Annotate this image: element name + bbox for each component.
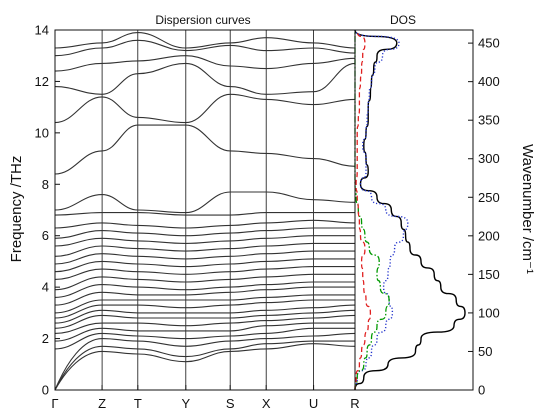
wavenumber-tick-label: 200 xyxy=(478,228,500,243)
frequency-tick-label: 14 xyxy=(35,23,49,38)
frequency-tick-label: 12 xyxy=(35,74,49,89)
k-point-label: Z xyxy=(98,396,106,411)
dispersion-branch xyxy=(54,286,355,306)
k-point-label: Y xyxy=(181,396,190,411)
frequency-tick-label: 4 xyxy=(42,280,49,295)
dispersion-branch xyxy=(54,62,356,95)
wavenumber-tick-label: 450 xyxy=(478,36,500,51)
dispersion-branch xyxy=(54,242,355,257)
dispersion-branch xyxy=(54,191,356,214)
wavenumber-tick-label: 50 xyxy=(478,344,492,359)
dispersion-branch xyxy=(54,340,355,391)
dispersion-branch xyxy=(54,212,355,216)
wavenumber-tick-label: 150 xyxy=(478,267,500,282)
frequency-tick-label: 0 xyxy=(42,383,49,398)
frequency-tick-label: 2 xyxy=(42,331,49,346)
wavenumber-tick-label: 300 xyxy=(478,151,500,166)
k-point-label: U xyxy=(309,396,318,411)
wavenumber-tick-label: 100 xyxy=(478,305,500,320)
wavenumber-axis-label: Wavenumber /cm⁻¹ xyxy=(519,144,536,274)
wavenumber-ticks: 0 50 100 150 200 250 300 350 400 450 xyxy=(468,36,500,398)
dispersion-branch xyxy=(54,332,356,391)
dispersion-branch xyxy=(54,266,355,280)
dispersion-branch xyxy=(54,250,355,265)
wavenumber-tick-label: 400 xyxy=(478,74,500,89)
dispersion-branch xyxy=(54,55,356,72)
dispersion-branch xyxy=(54,273,355,291)
frequency-tick-label: 8 xyxy=(42,177,49,192)
k-point-label: X xyxy=(262,396,271,411)
frequency-axis-label: Frequency /THz xyxy=(8,156,25,263)
dispersion-branch xyxy=(54,304,356,324)
frequency-tick-label: 10 xyxy=(35,125,49,140)
dispersion-branch xyxy=(54,327,355,350)
k-point-label: S xyxy=(226,396,235,411)
dispersion-branch xyxy=(54,314,356,334)
dispersion-branch xyxy=(54,93,356,124)
k-point-label: Γ xyxy=(51,396,58,411)
dos-curve-dotted xyxy=(354,29,409,391)
dispersion-branch xyxy=(54,322,355,342)
wavenumber-tick-label: 350 xyxy=(478,113,500,128)
k-point-label: R xyxy=(350,396,359,411)
wavenumber-tick-label: 0 xyxy=(478,383,485,398)
k-point-lines xyxy=(101,30,315,390)
dispersion-branches xyxy=(54,32,356,391)
dispersion-title: Dispersion curves xyxy=(155,13,250,27)
dispersion-branch xyxy=(54,235,355,247)
dos-curve-dashed xyxy=(354,29,372,391)
wavenumber-tick-label: 250 xyxy=(478,190,500,205)
dos-curves xyxy=(354,29,466,391)
dos-title: DOS xyxy=(390,13,416,27)
dispersion-branch xyxy=(54,32,356,49)
dos-plot-frame xyxy=(354,29,474,391)
dispersion-branch xyxy=(54,258,355,273)
dispersion-branch xyxy=(54,219,356,229)
dispersion-branch xyxy=(54,227,355,239)
dispersion-branch xyxy=(54,39,356,57)
dispersion-branch xyxy=(54,299,355,319)
frequency-tick-label: 6 xyxy=(42,228,49,243)
dispersion-branch xyxy=(54,281,355,298)
dispersion-branch xyxy=(54,294,355,314)
dispersion-branch xyxy=(54,124,356,175)
dispersion-branch xyxy=(54,343,356,391)
dispersion-branch xyxy=(54,309,356,329)
k-point-label: T xyxy=(134,396,142,411)
frequency-ticks: 0 2 4 6 8 10 12 14 xyxy=(35,23,60,398)
